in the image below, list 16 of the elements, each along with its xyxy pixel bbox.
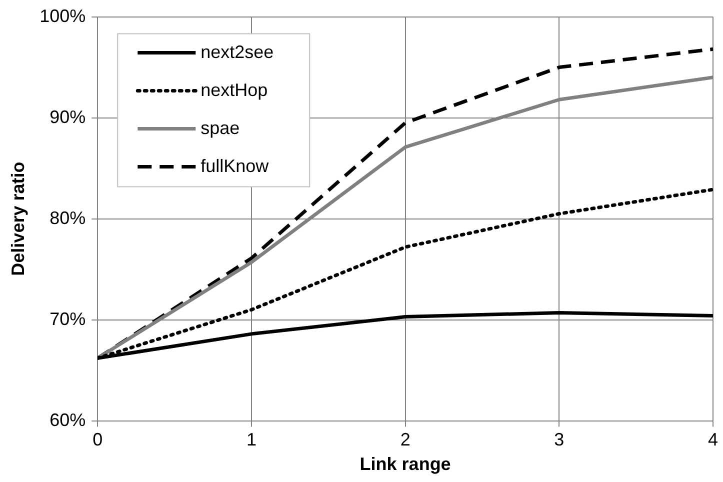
x-tick-label: 1 [246, 430, 256, 450]
legend-label: spae [200, 118, 240, 138]
y-axis-title: Delivery ratio [8, 162, 28, 276]
legend-label: nextHop [200, 80, 268, 100]
y-tick-label: 70% [50, 308, 86, 329]
y-tick-label: 60% [50, 410, 86, 430]
x-tick-label: 0 [92, 430, 103, 450]
x-tick-label: 4 [708, 430, 718, 450]
x-tick-label: 2 [400, 430, 410, 450]
legend-label: fullKnow [200, 156, 270, 176]
x-tick-label: 3 [554, 430, 564, 450]
y-tick-label: 100% [40, 6, 86, 26]
y-tick-label: 80% [50, 208, 86, 228]
y-tick-label: 90% [50, 106, 86, 127]
legend-label: next2see [200, 42, 274, 62]
x-axis-title: Link range [360, 454, 451, 474]
